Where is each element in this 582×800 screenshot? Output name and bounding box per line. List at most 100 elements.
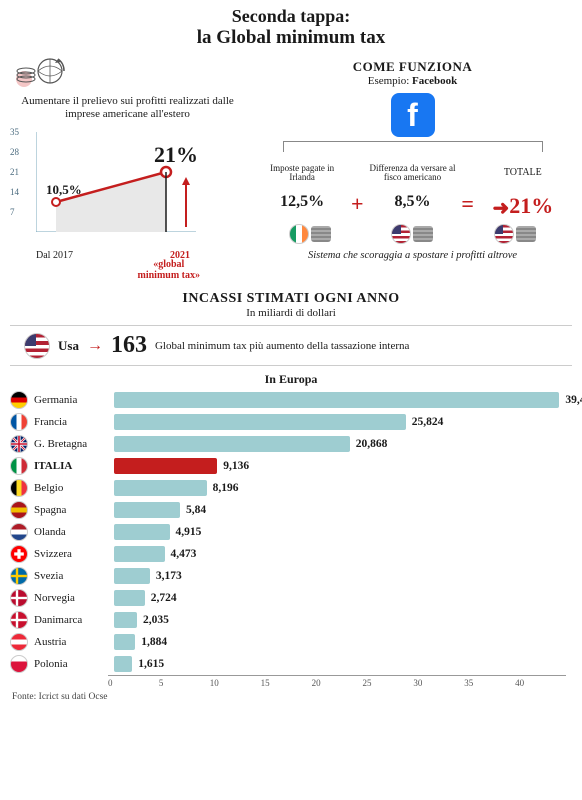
eq-equals: = bbox=[460, 157, 476, 217]
bar-row: Svizzera 4,473 bbox=[10, 543, 566, 565]
x-tick: 0 bbox=[108, 678, 159, 688]
x-tick: 5 bbox=[159, 678, 210, 688]
de-flag-icon bbox=[10, 391, 28, 409]
country-label: Polonia bbox=[34, 658, 108, 670]
country-label: Francia bbox=[34, 416, 108, 428]
se-flag-icon bbox=[10, 567, 28, 585]
arrow-right-icon: → bbox=[87, 337, 103, 355]
bar-value: 2,035 bbox=[143, 611, 169, 629]
x-tick: 35 bbox=[464, 678, 515, 688]
x-axis: 0510152025303540 bbox=[108, 675, 566, 688]
be-flag-icon bbox=[10, 479, 28, 497]
header-line2: la Global minimum tax bbox=[0, 27, 582, 49]
bar-fill bbox=[114, 612, 137, 628]
at-flag-icon bbox=[10, 633, 28, 651]
bracket bbox=[283, 141, 543, 157]
bar-track: 2,724 bbox=[114, 589, 566, 607]
bar-fill bbox=[114, 480, 207, 496]
bar-track: 5,84 bbox=[114, 501, 566, 519]
eq-cell-0: Imposte pagate in Irlanda 12,5% bbox=[257, 157, 347, 211]
eq-cell-1: Differenza da versare al fisco americano… bbox=[367, 157, 457, 211]
left-column: Aumentare il prelievo sui profitti reali… bbox=[10, 51, 245, 277]
bar-row: ITALIA9,136 bbox=[10, 455, 566, 477]
no-flag-icon bbox=[10, 589, 28, 607]
fr-flag-icon bbox=[10, 413, 28, 431]
bar-track: 9,136 bbox=[114, 457, 566, 475]
bar-value: 39,419 bbox=[565, 391, 582, 409]
coins-globe-icon bbox=[10, 51, 70, 91]
header-line1: Seconda tappa: bbox=[0, 6, 582, 27]
chart-xlabel-0: Dal 2017 bbox=[36, 250, 73, 261]
bar-fill bbox=[114, 458, 217, 474]
bar-fill bbox=[114, 502, 180, 518]
bar-row: Olanda 4,915 bbox=[10, 521, 566, 543]
bar-value: 8,196 bbox=[213, 479, 239, 497]
bar-row: G. Bretagna 20,868 bbox=[10, 433, 566, 455]
nl-flag-icon bbox=[10, 523, 28, 541]
country-label: Germania bbox=[34, 394, 108, 406]
bar-value: 20,868 bbox=[356, 435, 388, 453]
chart-label-1: 21% bbox=[154, 142, 198, 168]
bar-row: Spagna 5,84 bbox=[10, 499, 566, 521]
bar-track: 25,824 bbox=[114, 413, 566, 431]
country-label: Olanda bbox=[34, 526, 108, 538]
dk-flag-icon bbox=[10, 611, 28, 629]
bar-fill bbox=[114, 392, 559, 408]
country-label: Belgio bbox=[34, 482, 108, 494]
como-sub: Esempio: Facebook bbox=[253, 75, 572, 87]
x-tick: 15 bbox=[261, 678, 312, 688]
bar-fill bbox=[114, 546, 165, 562]
bar-track: 4,915 bbox=[114, 523, 566, 541]
es-flag-icon bbox=[10, 501, 28, 519]
country-label: Svezia bbox=[34, 570, 108, 582]
bar-track: 8,196 bbox=[114, 479, 566, 497]
bar-row: Francia 25,824 bbox=[10, 411, 566, 433]
x-tick: 25 bbox=[362, 678, 413, 688]
arrow-right-icon: ➜ bbox=[492, 197, 509, 219]
bar-value: 25,824 bbox=[412, 413, 444, 431]
bar-value: 5,84 bbox=[186, 501, 206, 519]
bar-row: Svezia 3,173 bbox=[10, 565, 566, 587]
coins-icon bbox=[311, 226, 331, 242]
bar-value: 4,473 bbox=[171, 545, 197, 563]
eq-plus: + bbox=[349, 157, 365, 217]
source: Fonte: Icrict su dati Ocse bbox=[0, 688, 582, 706]
usa-value: 163 bbox=[111, 332, 147, 359]
bar-track: 39,419 bbox=[114, 391, 566, 409]
bar-fill bbox=[114, 656, 132, 672]
bar-value: 9,136 bbox=[223, 457, 249, 475]
bar-value: 1,884 bbox=[141, 633, 167, 651]
como-note: Sistema che scoraggia a spostare i profi… bbox=[253, 250, 572, 261]
ch-flag-icon bbox=[10, 545, 28, 563]
incassi-title: INCASSI STIMATI OGNI ANNO bbox=[0, 291, 582, 307]
bar-chart: Germania 39,419 Francia 25,824 G. Bretagna 20… bbox=[0, 389, 582, 688]
bar-row: Danimarca 2,035 bbox=[10, 609, 566, 631]
bar-row: Norvegia 2,724 bbox=[10, 587, 566, 609]
it-flag-icon bbox=[10, 457, 28, 475]
europa-title: In Europa bbox=[0, 372, 582, 387]
flags-coins-row bbox=[253, 220, 572, 246]
gb-flag-icon bbox=[10, 435, 28, 453]
bar-fill bbox=[114, 568, 150, 584]
country-label: Spagna bbox=[34, 504, 108, 516]
coins-icon bbox=[413, 226, 433, 242]
bar-track: 1,884 bbox=[114, 633, 566, 651]
bar-row: Polonia1,615 bbox=[10, 653, 566, 675]
equation-row: Imposte pagate in Irlanda 12,5% + Differ… bbox=[253, 157, 572, 220]
bar-value: 3,173 bbox=[156, 567, 182, 585]
usa-flag-icon bbox=[391, 224, 411, 244]
bar-row: Germania 39,419 bbox=[10, 389, 566, 411]
bar-row: Belgio 8,196 bbox=[10, 477, 566, 499]
right-column: COME FUNZIONA Esempio: Facebook f Impost… bbox=[253, 51, 572, 277]
bar-track: 3,173 bbox=[114, 567, 566, 585]
country-label: Danimarca bbox=[34, 614, 108, 626]
mini-line-chart: 714212835 10,5% 21% Dal 2017 2021 «globa… bbox=[10, 122, 230, 277]
country-label: G. Bretagna bbox=[34, 438, 108, 450]
country-label: Svizzera bbox=[34, 548, 108, 560]
x-tick: 40 bbox=[515, 678, 566, 688]
eq-cell-2: TOTALE ➜21% bbox=[478, 157, 568, 220]
intro-row bbox=[10, 51, 245, 91]
bar-fill bbox=[114, 590, 145, 606]
como-title: COME FUNZIONA bbox=[253, 59, 572, 75]
country-label: Norvegia bbox=[34, 592, 108, 604]
